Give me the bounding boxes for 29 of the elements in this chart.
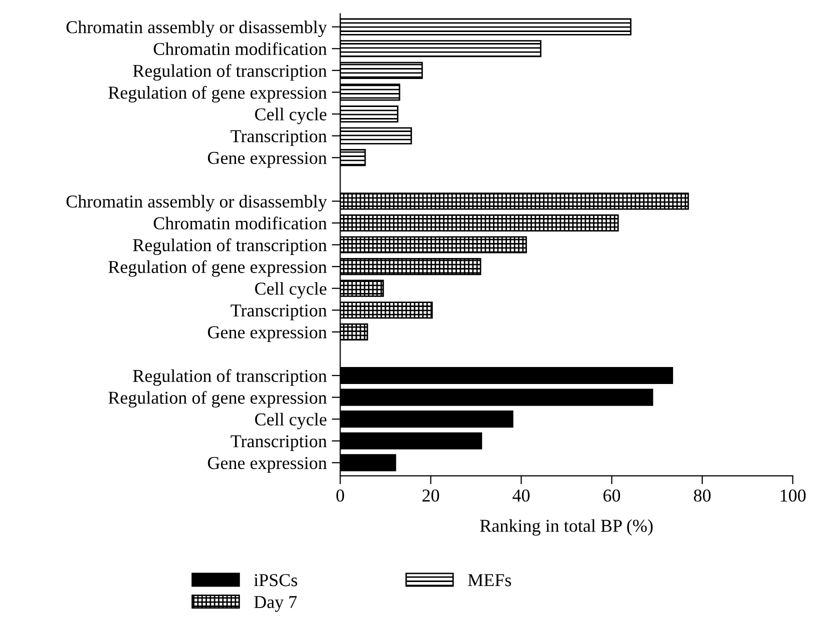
y-tick-label: Transcription [230, 304, 327, 320]
x-tick-label: 80 [694, 489, 711, 502]
y-tick-label: Transcription [230, 435, 327, 452]
y-tick-label: Regulation of transcription [132, 238, 327, 256]
y-tick-label: Regulation of transcription [132, 369, 327, 386]
y-tick-label: Cell cycle [255, 282, 326, 299]
y-tick-label: Gene expression [208, 326, 327, 342]
y-tick-label: Chromatin assembly or disassembly [66, 20, 327, 38]
x-tick-label: 40 [512, 489, 530, 502]
y-tick-label: Transcription [230, 130, 327, 146]
y-tick-label: Regulation of gene expression [108, 86, 327, 102]
x-tick-label: 100 [780, 489, 806, 502]
y-tick-label: Chromatin assembly or disassembly [66, 194, 327, 212]
y-tick-label: Gene expression [208, 456, 327, 473]
legend-label: Day 7 [254, 596, 297, 612]
y-tick-label: Cell cycle [255, 412, 326, 430]
y-tick-label: Regulation of gene expression [108, 390, 327, 408]
y-tick-label: Chromatin modification [154, 216, 327, 230]
y-tick-label: Gene expression [208, 152, 327, 168]
y-tick-label: Chromatin modification [154, 42, 327, 56]
x-tick-label: 20 [422, 489, 440, 502]
x-tick-label: 60 [603, 489, 620, 502]
x-axis-title: Ranking in total BP (%) [480, 519, 653, 536]
y-tick-label: Cell cycle [255, 108, 326, 124]
legend-label: iPSCs [254, 574, 298, 586]
y-tick-label: Regulation of transcription [132, 64, 327, 81]
y-tick-label: Regulation of gene expression [108, 260, 327, 277]
legend-label: MEFs [468, 574, 512, 586]
x-tick-label: 0 [336, 489, 344, 502]
